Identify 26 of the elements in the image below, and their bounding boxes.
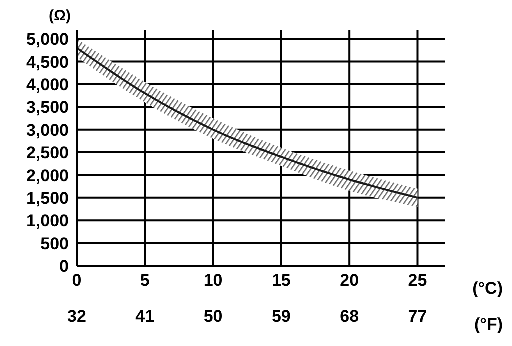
x2-tick-label: 32	[68, 307, 86, 326]
y-tick-label: 3,000	[26, 120, 69, 140]
x2-tick-label: 68	[340, 307, 360, 326]
x-tick-label: 20	[340, 271, 360, 290]
y-tick-label: 500	[40, 234, 69, 254]
y-axis-title: (Ω)	[48, 8, 71, 25]
y-tick-label: 4,500	[26, 52, 69, 72]
x-tick-label: 25	[408, 271, 428, 290]
x2-tick-label: 77	[408, 307, 428, 326]
x2-tick-label: 50	[204, 307, 223, 326]
x2-tick-label: 59	[272, 307, 291, 326]
x-tick-label: 5	[140, 271, 150, 290]
x-axis-title: (°C)	[472, 279, 503, 298]
y-tick-label: 1,500	[26, 188, 69, 208]
x-tick-label: 10	[204, 271, 223, 290]
y-tick-label: 2,000	[26, 166, 69, 186]
x-tick-label: 15	[272, 271, 291, 290]
x-tick-label: 0	[72, 271, 82, 290]
y-tick-label: 2,500	[26, 144, 69, 163]
x2-axis-title: (°F)	[474, 315, 503, 334]
x2-tick-label: 41	[136, 307, 155, 326]
y-tick-label: 4,000	[26, 75, 69, 94]
y-tick-label: 5,000	[26, 30, 69, 50]
y-tick-label: 0	[60, 257, 69, 276]
y-tick-label: 1,000	[26, 212, 69, 231]
y-tick-label: 3,500	[26, 98, 69, 118]
